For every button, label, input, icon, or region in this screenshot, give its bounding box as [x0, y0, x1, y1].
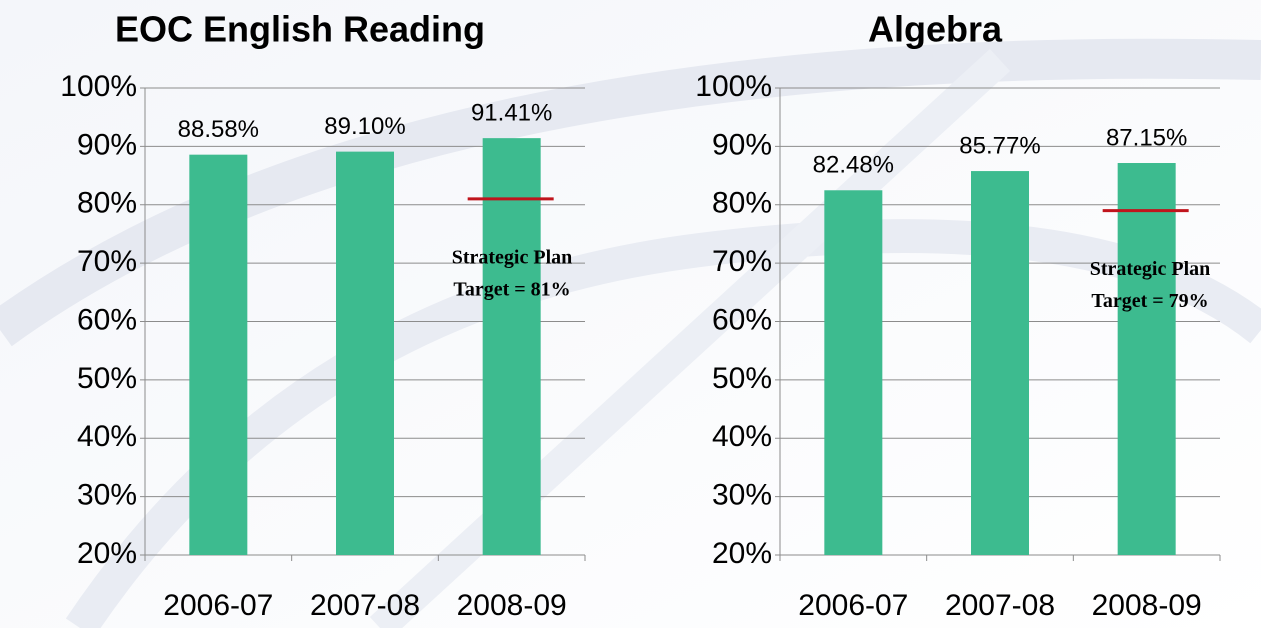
y-tick-label: 80% — [77, 187, 137, 220]
y-tick-label: 30% — [712, 479, 772, 512]
y-tick-label: 20% — [77, 537, 137, 570]
bar — [336, 151, 394, 555]
bar — [971, 171, 1029, 555]
x-tick-label: 2007-08 — [945, 589, 1055, 622]
chart-title: EOC English Reading — [115, 9, 485, 50]
x-tick-label: 2007-08 — [310, 589, 420, 622]
y-tick-label: 60% — [712, 303, 772, 336]
y-tick-label: 90% — [77, 128, 137, 161]
bar — [1117, 163, 1176, 555]
y-tick-label: 90% — [712, 128, 772, 161]
data-label: 85.77% — [959, 132, 1040, 159]
chart-title: Algebra — [868, 9, 1003, 50]
bar — [824, 190, 883, 555]
target-label: Target = 81% — [453, 279, 570, 301]
y-tick-label: 50% — [77, 362, 137, 395]
y-tick-label: 30% — [77, 479, 137, 512]
y-tick-label: 20% — [712, 537, 772, 570]
data-label: 87.15% — [1106, 124, 1187, 151]
y-tick-label: 80% — [712, 187, 772, 220]
y-tick-label: 100% — [60, 70, 137, 103]
data-label: 82.48% — [813, 152, 894, 179]
x-tick-label: 2006-07 — [798, 589, 908, 622]
background-swoosh — [0, 38, 1261, 347]
y-tick-label: 70% — [77, 245, 137, 278]
y-tick-label: 70% — [712, 245, 772, 278]
y-tick-label: 40% — [77, 420, 137, 453]
x-tick-label: 2006-07 — [163, 589, 273, 622]
y-tick-label: 40% — [712, 420, 772, 453]
bar — [482, 138, 541, 556]
target-label: Strategic Plan — [452, 247, 573, 269]
y-tick-label: 50% — [712, 362, 772, 395]
x-tick-label: 2008-09 — [457, 589, 567, 622]
data-label: 91.41% — [471, 99, 552, 126]
target-label: Target = 79% — [1091, 290, 1208, 312]
target-label: Strategic Plan — [1090, 258, 1211, 280]
x-tick-label: 2008-09 — [1092, 589, 1202, 622]
data-label: 89.10% — [324, 113, 405, 140]
data-label: 88.58% — [178, 116, 259, 143]
bar — [189, 154, 248, 555]
y-tick-label: 60% — [77, 303, 137, 336]
y-tick-label: 100% — [695, 70, 772, 103]
